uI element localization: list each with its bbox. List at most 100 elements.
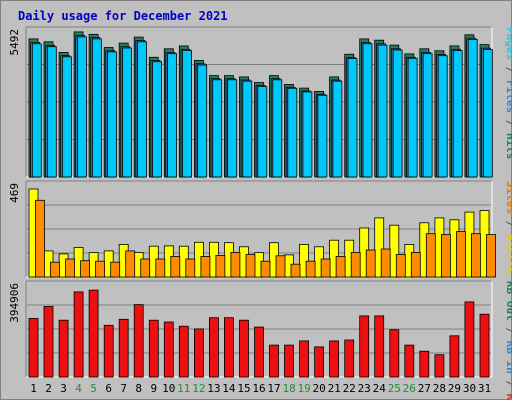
legend-item: KB Out <box>504 281 512 327</box>
bar-kb-f-day-27 <box>419 350 430 378</box>
x-label-day-16: 16 <box>252 382 265 395</box>
bar-kb-f-day-26 <box>404 344 415 378</box>
bar-kb-f-day-8 <box>133 304 144 378</box>
bar-sites-day-25 <box>395 254 406 278</box>
bar-kb-f-day-5 <box>88 289 99 378</box>
bar-kb-f-day-3 <box>58 319 69 378</box>
x-label-day-31: 31 <box>478 382 491 395</box>
kbytes-panel: 394906 KB Out / KB In / KB F <box>8 280 512 400</box>
bar-pages-day-12 <box>197 64 208 178</box>
x-label-day-8: 8 <box>135 382 142 395</box>
bar-pages-day-23 <box>362 43 373 178</box>
bar-sites-day-3 <box>65 258 75 278</box>
legend-item: / <box>504 380 512 393</box>
bar-pages-day-31 <box>482 49 493 178</box>
bar-sites-day-19 <box>305 260 316 278</box>
bar-sites-day-26 <box>410 251 421 278</box>
bar-pages-day-24 <box>377 44 388 178</box>
legend-item: Pages <box>504 27 512 67</box>
bar-kb-f-day-30 <box>464 301 475 378</box>
bar-sites-day-20 <box>320 258 331 278</box>
bar-sites-day-30 <box>470 233 481 278</box>
x-label-day-23: 23 <box>358 382 371 395</box>
x-label-day-10: 10 <box>162 382 175 395</box>
x-label-day-4: 4 <box>75 382 82 395</box>
x-label-day-21: 21 <box>328 382 341 395</box>
bar-kb-f-day-19 <box>299 340 310 378</box>
bar-kb-f-day-4 <box>73 291 84 378</box>
bar-sites-day-23 <box>365 249 376 278</box>
legend: KB Out / KB In / KB F <box>504 281 512 400</box>
x-label-day-14: 14 <box>222 382 236 395</box>
bar-pages-day-15 <box>242 80 253 178</box>
bar-kb-f-day-21 <box>329 340 340 378</box>
bar-pages-day-27 <box>422 53 433 178</box>
x-label-day-13: 13 <box>207 382 220 395</box>
bar-pages-day-6 <box>107 51 117 178</box>
bar-sites-day-28 <box>440 234 451 278</box>
bar-sites-day-13 <box>215 254 226 278</box>
bar-sites-day-8 <box>140 258 151 278</box>
x-label-day-6: 6 <box>105 382 112 395</box>
x-label-day-29: 29 <box>448 382 461 395</box>
bar-kb-f-day-11 <box>178 325 189 378</box>
bar-sites-day-5 <box>95 260 105 278</box>
x-label-day-12: 12 <box>192 382 205 395</box>
legend-item: / <box>504 67 512 80</box>
bar-kb-f-day-31 <box>479 313 490 378</box>
bar-pages-day-13 <box>212 79 223 178</box>
bar-pages-day-30 <box>467 39 478 178</box>
bar-pages-day-1 <box>31 43 42 178</box>
legend-item: KB In <box>504 341 512 381</box>
bar-sites-day-12 <box>200 255 211 278</box>
x-label-day-28: 28 <box>433 382 446 395</box>
bar-kb-f-day-14 <box>223 317 234 378</box>
bar-pages-day-10 <box>167 53 178 178</box>
bar-sites-day-11 <box>185 258 196 278</box>
bar-pages-day-9 <box>152 61 163 178</box>
bar-sites-day-21 <box>335 255 346 278</box>
x-label-day-27: 27 <box>418 382 431 395</box>
bar-kb-f-day-7 <box>118 318 129 378</box>
legend-item: Sites <box>504 181 512 221</box>
x-label-day-19: 19 <box>297 382 310 395</box>
bar-kb-f-day-16 <box>254 326 264 378</box>
bar-kb-f-day-15 <box>239 319 249 378</box>
bar-pages-day-7 <box>122 47 132 178</box>
bar-pages-day-11 <box>182 50 193 178</box>
legend-item: / <box>504 221 512 234</box>
x-label-day-11: 11 <box>177 382 190 395</box>
legend-item: / <box>504 120 512 133</box>
bar-kb-f-day-2 <box>43 305 54 378</box>
x-label-day-24: 24 <box>373 382 387 395</box>
bar-kb-f-day-28 <box>434 354 445 378</box>
bar-kb-f-day-23 <box>359 315 370 378</box>
bar-sites-day-15 <box>245 254 256 278</box>
x-label-day-1: 1 <box>30 382 37 395</box>
bar-pages-day-29 <box>452 50 463 178</box>
x-label-day-15: 15 <box>237 382 250 395</box>
bar-pages-day-4 <box>77 36 87 178</box>
bar-pages-day-14 <box>227 79 238 178</box>
bar-sites-day-10 <box>170 255 181 278</box>
x-label-day-30: 30 <box>463 382 476 395</box>
bar-sites-day-2 <box>50 261 60 278</box>
bar-visits-day-19 <box>299 243 310 278</box>
x-label-day-25: 25 <box>388 382 401 395</box>
bar-kb-f-day-20 <box>314 346 325 378</box>
bar-sites-day-9 <box>155 258 166 278</box>
bar-kb-f-day-9 <box>148 319 159 378</box>
y-axis-max-label: 5492 <box>8 29 21 56</box>
bar-pages-day-16 <box>257 86 268 178</box>
y-axis-max-label: 469 <box>8 183 21 203</box>
bar-kb-f-day-10 <box>163 321 174 378</box>
bar-pages-day-28 <box>437 55 448 178</box>
bar-pages-day-19 <box>302 91 313 178</box>
x-label-day-2: 2 <box>45 382 52 395</box>
bar-sites-day-7 <box>125 250 136 278</box>
x-label-day-22: 22 <box>343 382 356 395</box>
legend: Sites / Visits <box>504 181 512 274</box>
bar-kb-f-day-1 <box>28 317 39 378</box>
bar-sites-day-27 <box>425 233 436 278</box>
legend: Pages / Files / Hits <box>504 27 512 160</box>
